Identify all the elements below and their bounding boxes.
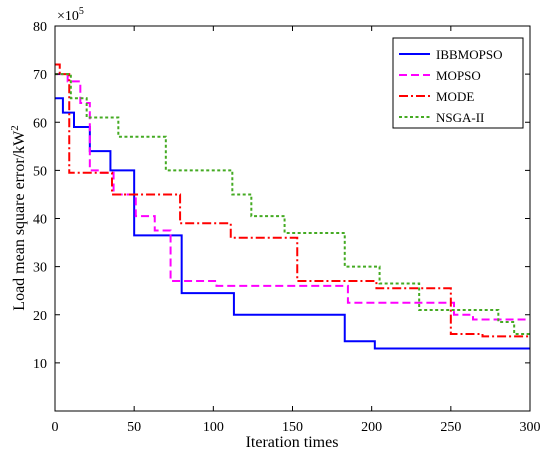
x-tick-label: 200 — [361, 420, 382, 435]
series-line-2 — [55, 63, 530, 338]
series-layer — [55, 63, 530, 350]
x-tick-label: 100 — [203, 420, 224, 435]
y-tick-label: 60 — [33, 116, 47, 131]
x-tick-label: 0 — [52, 420, 59, 435]
legend-label-0: IBBMOPSO — [436, 47, 502, 62]
legend-label-1: MOPSO — [436, 68, 481, 83]
y-tick-label: 80 — [33, 20, 47, 35]
y-tick-label: 50 — [33, 164, 47, 179]
x-tick-label: 150 — [282, 420, 303, 435]
series-line-3 — [55, 73, 530, 335]
y-tick-label: 70 — [33, 68, 47, 83]
x-tick-label: 250 — [440, 420, 461, 435]
x-tick-label: 300 — [520, 420, 541, 435]
legend: IBBMOPSO MOPSO MODE NSGA-II — [392, 37, 524, 129]
x-tick-label: 50 — [127, 420, 141, 435]
y-multiplier: ×105 — [57, 6, 84, 24]
legend-label-2: MODE — [436, 89, 474, 104]
y-tick-label: 10 — [33, 357, 47, 372]
ticks-layer: 0 50 100 150 200 250 300 10 20 30 40 50 60 70 80 — [33, 20, 541, 435]
y-axis-label: Load mean square error/kW2 — [9, 125, 28, 310]
y-tick-label: 20 — [33, 309, 47, 324]
y-tick-label: 30 — [33, 261, 47, 276]
series-line-0 — [55, 97, 530, 350]
series-line-1 — [55, 73, 530, 321]
legend-label-3: NSGA-II — [436, 110, 484, 125]
y-tick-label: 40 — [33, 213, 47, 228]
x-axis-label: Iteration times — [246, 434, 339, 451]
